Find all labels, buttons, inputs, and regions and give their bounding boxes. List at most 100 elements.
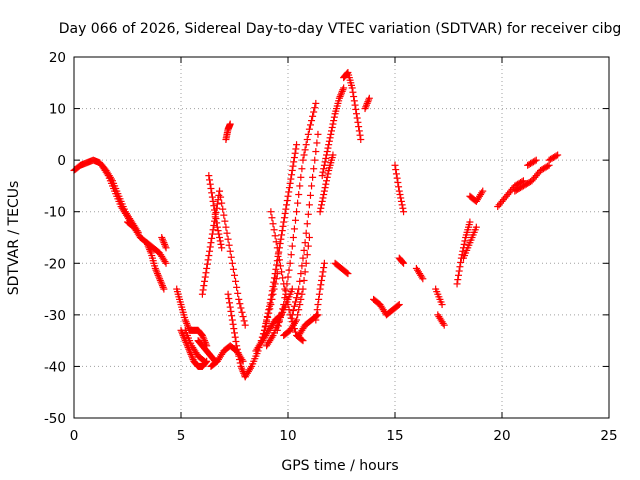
x-tick-label: 10 [279,428,296,444]
data-point [213,219,221,227]
data-point [153,268,161,276]
data-point [304,210,312,218]
data-point [340,84,348,92]
data-point [263,313,271,321]
data-point [161,258,169,266]
chart-title: Day 066 of 2026, Sidereal Day-to-day VTE… [59,21,622,37]
data-point [349,88,357,96]
data-point [305,201,313,209]
data-point [203,260,211,268]
data-point [208,193,216,201]
data-point [283,280,291,288]
data-point [154,271,162,279]
data-point [261,323,269,331]
data-point [218,244,226,252]
data-point [231,329,238,337]
data-point [531,157,539,165]
data-point [302,259,310,267]
y-tick-label: 10 [49,102,66,118]
data-point [218,199,226,207]
data-point [237,304,245,312]
data-point [213,200,221,208]
data-point [217,193,225,201]
data-point [300,246,308,254]
data-point [352,110,360,118]
data-point [157,278,165,286]
data-point [321,184,329,192]
data-point [296,182,304,190]
data-point [287,175,295,183]
data-point [204,256,212,264]
data-point [227,253,235,261]
data-point [276,240,284,248]
data-point [399,204,407,212]
data-point [318,172,326,180]
data-point [289,307,297,315]
data-point [396,191,404,199]
data-point [267,208,275,216]
data-point [211,210,219,218]
data-point [302,141,310,149]
data-point [289,162,297,170]
data-point [324,170,332,178]
data-point [156,276,164,284]
data-point [329,120,337,128]
data-point [188,352,196,360]
data-point [318,201,326,209]
data-point [278,309,286,317]
data-point [283,197,291,205]
data-point [544,162,552,170]
data-point [277,313,285,321]
data-point [291,318,299,326]
data-point [288,171,296,179]
data-point [298,290,306,298]
data-point [350,97,358,105]
y-tick-label: -30 [44,308,66,324]
data-point [226,303,234,311]
data-point [206,180,214,188]
data-point [209,226,217,234]
data-point [235,352,243,360]
data-point [240,317,248,325]
data-point [199,356,207,364]
data-point [300,151,308,159]
data-point [224,235,232,243]
data-point [273,261,281,269]
data-point [281,294,289,302]
data-point [454,271,462,279]
data-point [288,242,296,250]
data-point [270,226,278,234]
data-point [398,258,406,266]
data-point [313,306,321,314]
data-point [323,177,331,185]
data-point [206,243,214,251]
data-point [269,290,277,298]
data-point [466,218,474,226]
data-point [215,191,223,199]
data-point [338,89,345,97]
data-point [235,356,243,364]
data-point [208,234,216,242]
data-point [161,242,169,250]
data-point [336,93,344,101]
x-tick-label: 5 [177,428,186,444]
data-point [313,139,321,147]
data-point [199,333,207,341]
data-point [339,86,347,94]
data-point [301,239,309,247]
data-point [160,285,168,293]
data-point [269,282,277,290]
data-point [268,287,276,295]
data-point [181,316,189,324]
data-point [364,98,372,106]
data-point [554,151,562,159]
data-point [325,137,333,145]
data-point [285,184,293,192]
data-point [227,307,235,315]
data-point [325,141,333,149]
data-point [297,270,305,278]
data-point [232,277,240,285]
data-point [308,117,316,125]
data-point [271,270,279,278]
data-point [301,146,309,154]
